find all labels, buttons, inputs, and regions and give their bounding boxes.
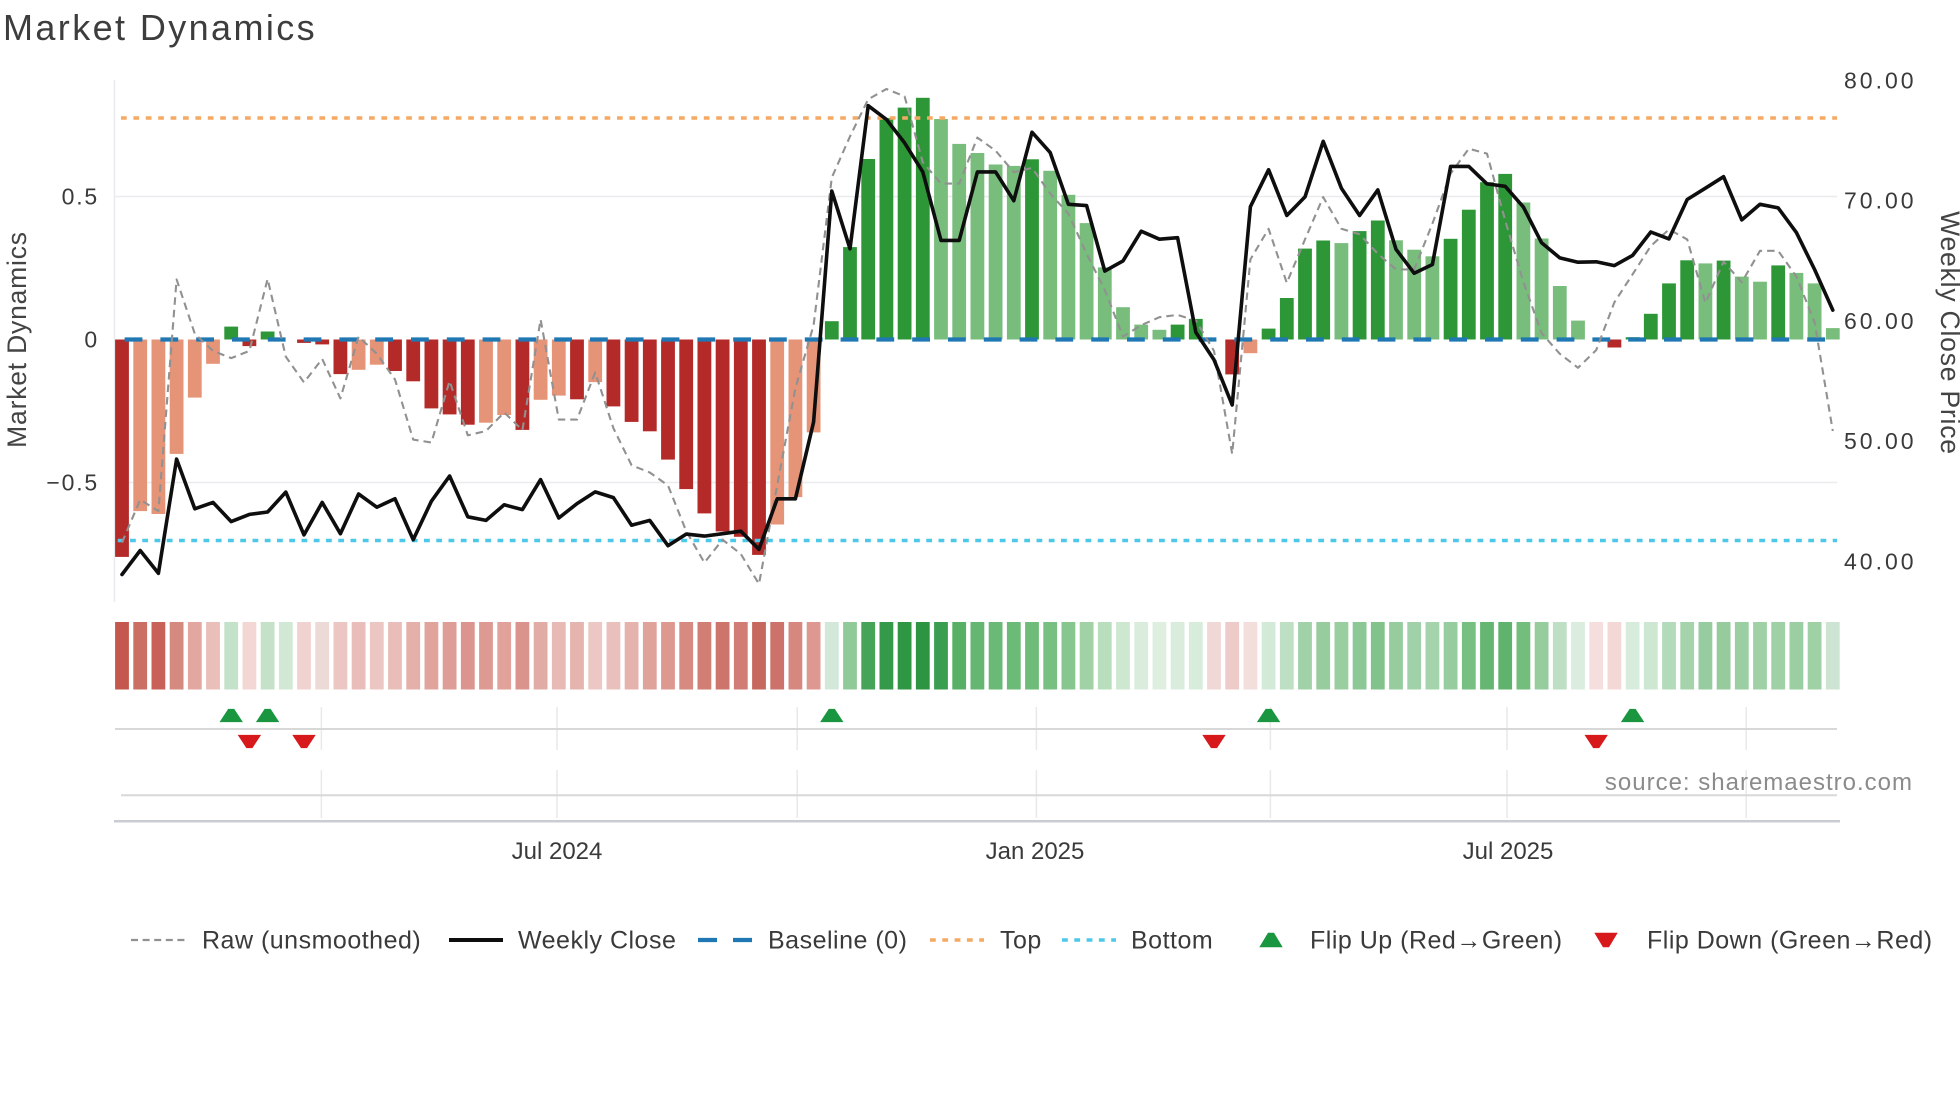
- svg-text:Market Dynamics: Market Dynamics: [3, 7, 317, 48]
- svg-text:Baseline (0): Baseline (0): [768, 927, 907, 955]
- svg-text:Top: Top: [1000, 927, 1042, 955]
- svg-text:80.00: 80.00: [1844, 67, 1917, 93]
- svg-text:Raw (unsmoothed): Raw (unsmoothed): [202, 927, 421, 955]
- svg-text:40.00: 40.00: [1844, 548, 1917, 574]
- svg-text:Bottom: Bottom: [1131, 927, 1213, 955]
- svg-text:−0.5: −0.5: [46, 470, 99, 496]
- svg-text:Flip Up (Red→Green): Flip Up (Red→Green): [1310, 927, 1563, 955]
- svg-text:0: 0: [84, 327, 99, 353]
- svg-text:Flip Down (Green→Red): Flip Down (Green→Red): [1647, 927, 1933, 955]
- svg-text:70.00: 70.00: [1844, 188, 1917, 214]
- svg-text:Market Dynamics: Market Dynamics: [2, 231, 32, 448]
- svg-text:0.5: 0.5: [62, 184, 99, 210]
- svg-text:Jan 2025: Jan 2025: [986, 838, 1085, 865]
- svg-text:source: sharemaestro.com: source: sharemaestro.com: [1605, 769, 1913, 796]
- svg-text:50.00: 50.00: [1844, 428, 1917, 454]
- svg-text:Jul 2025: Jul 2025: [1463, 838, 1554, 865]
- svg-text:Jul 2024: Jul 2024: [512, 838, 603, 865]
- svg-text:Weekly Close: Weekly Close: [518, 927, 676, 955]
- svg-text:60.00: 60.00: [1844, 308, 1917, 334]
- svg-text:Weekly Close Price: Weekly Close Price: [1935, 211, 1960, 455]
